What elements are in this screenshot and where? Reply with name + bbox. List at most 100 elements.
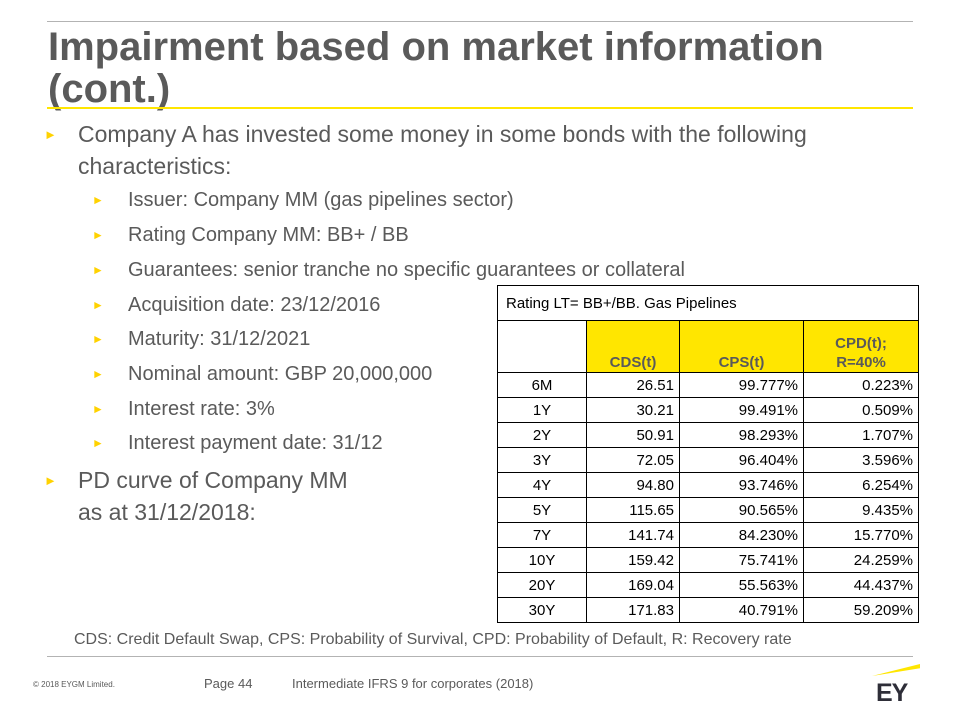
- bullet-intro-text: Company A has invested some money in som…: [78, 121, 807, 179]
- bullet-maturity-text: Maturity: 31/12/2021: [128, 328, 311, 350]
- table-row: 7Y 141.74 84.230% 15.770%: [497, 522, 919, 548]
- bullet-rating-text: Rating Company MM: BB+ / BB: [128, 224, 409, 246]
- header-cds: CDS(t): [586, 320, 680, 373]
- bullet-guarantees-text: Guarantees: senior tranche no specific g…: [128, 259, 685, 281]
- cell-cpd: 3.596%: [803, 447, 919, 473]
- table-title: Rating LT= BB+/BB. Gas Pipelines: [497, 285, 919, 321]
- footer-deck-title: Intermediate IFRS 9 for corporates (2018…: [292, 676, 534, 691]
- table-row: 3Y 72.05 96.404% 3.596%: [497, 447, 919, 473]
- table-row: 2Y 50.91 98.293% 1.707%: [497, 422, 919, 448]
- cell-cds: 141.74: [586, 522, 680, 548]
- title-line-2: (cont.): [48, 67, 171, 111]
- bullet-issuer: ► Issuer: Company MM (gas pipelines sect…: [92, 188, 514, 212]
- bullet-guarantees: ► Guarantees: senior tranche no specific…: [92, 258, 685, 282]
- table-row: 6M 26.51 99.777% 0.223%: [497, 372, 919, 398]
- logo-text: EY: [876, 679, 908, 707]
- cell-tenor: 7Y: [497, 522, 587, 548]
- bullet-acquisition-text: Acquisition date: 23/12/2016: [128, 294, 381, 316]
- cell-cpd: 0.509%: [803, 397, 919, 423]
- cell-cps: 55.563%: [679, 572, 804, 598]
- cell-tenor: 30Y: [497, 597, 587, 623]
- cell-cds: 115.65: [586, 497, 680, 523]
- bullet-nominal-text: Nominal amount: GBP 20,000,000: [128, 363, 433, 385]
- header-cpd: CPD(t); R=40%: [803, 320, 919, 373]
- header-cpd-line-2: R=40%: [836, 354, 886, 371]
- cell-cds: 30.21: [586, 397, 680, 423]
- cell-cps: 98.293%: [679, 422, 804, 448]
- header-cpd-line-1: CPD(t);: [835, 335, 887, 352]
- cell-cpd: 1.707%: [803, 422, 919, 448]
- cell-cds: 159.42: [586, 547, 680, 573]
- bullet-pd-curve-line-1: PD curve of Company MM: [78, 467, 348, 493]
- cell-cpd: 24.259%: [803, 547, 919, 573]
- bullet-interest-rate: ► Interest rate: 3%: [92, 397, 275, 421]
- bullet-arrow-icon: ►: [92, 193, 104, 207]
- title-line-1: Impairment based on market information: [48, 25, 824, 69]
- table-row: 5Y 115.65 90.565% 9.435%: [497, 497, 919, 523]
- table-body: 6M 26.51 99.777% 0.223% 1Y 30.21 99.491%…: [497, 372, 919, 623]
- cell-tenor: 4Y: [497, 472, 587, 498]
- table-row: 20Y 169.04 55.563% 44.437%: [497, 572, 919, 598]
- cell-cpd: 15.770%: [803, 522, 919, 548]
- cell-cds: 50.91: [586, 422, 680, 448]
- bullet-arrow-icon: ►: [92, 402, 104, 416]
- bullet-acquisition: ► Acquisition date: 23/12/2016: [92, 293, 381, 317]
- bullet-interest-rate-text: Interest rate: 3%: [128, 398, 275, 420]
- bullet-maturity: ► Maturity: 31/12/2021: [92, 327, 311, 351]
- bullet-arrow-icon: ►: [92, 436, 104, 450]
- cell-tenor: 20Y: [497, 572, 587, 598]
- title-underline: [47, 107, 913, 109]
- cell-cps: 40.791%: [679, 597, 804, 623]
- bullet-arrow-icon: ►: [44, 127, 57, 142]
- cell-cds: 94.80: [586, 472, 680, 498]
- pd-curve-table: Rating LT= BB+/BB. Gas Pipelines CDS(t) …: [497, 285, 919, 623]
- bullet-arrow-icon: ►: [92, 367, 104, 381]
- ey-logo: EY: [862, 664, 920, 710]
- top-divider: [47, 21, 913, 22]
- bullet-pd-curve-line-2: as at 31/12/2018:: [78, 499, 256, 525]
- bullet-nominal: ► Nominal amount: GBP 20,000,000: [92, 362, 433, 386]
- header-tenor-blank: [497, 320, 587, 373]
- bullet-arrow-icon: ►: [44, 473, 57, 488]
- table-row: 1Y 30.21 99.491% 0.509%: [497, 397, 919, 423]
- cell-cpd: 0.223%: [803, 372, 919, 398]
- cell-tenor: 1Y: [497, 397, 587, 423]
- cell-tenor: 5Y: [497, 497, 587, 523]
- cell-cps: 99.777%: [679, 372, 804, 398]
- table-row: 30Y 171.83 40.791% 59.209%: [497, 597, 919, 623]
- cell-cps: 93.746%: [679, 472, 804, 498]
- cell-cpd: 44.437%: [803, 572, 919, 598]
- slide-title: Impairment based on market information (…: [48, 26, 918, 110]
- cell-cds: 26.51: [586, 372, 680, 398]
- cell-tenor: 10Y: [497, 547, 587, 573]
- bullet-intro: ► Company A has invested some money in s…: [44, 118, 938, 182]
- page-number: Page 44: [204, 676, 253, 691]
- cell-cps: 96.404%: [679, 447, 804, 473]
- cell-tenor: 3Y: [497, 447, 587, 473]
- bullet-interest-payment-text: Interest payment date: 31/12: [128, 432, 383, 454]
- header-cps: CPS(t): [679, 320, 804, 373]
- bullet-interest-payment: ► Interest payment date: 31/12: [92, 431, 383, 455]
- cell-cds: 171.83: [586, 597, 680, 623]
- table-row: 4Y 94.80 93.746% 6.254%: [497, 472, 919, 498]
- cell-cps: 84.230%: [679, 522, 804, 548]
- logo-beam-icon: [872, 664, 920, 676]
- bullet-issuer-text: Issuer: Company MM (gas pipelines sector…: [128, 189, 514, 211]
- cell-cpd: 9.435%: [803, 497, 919, 523]
- bullet-pd-curve: ► PD curve of Company MM as at 31/12/201…: [44, 464, 478, 528]
- cell-cds: 72.05: [586, 447, 680, 473]
- bullet-rating: ► Rating Company MM: BB+ / BB: [92, 223, 409, 247]
- cell-cpd: 6.254%: [803, 472, 919, 498]
- bullet-arrow-icon: ►: [92, 263, 104, 277]
- bullet-arrow-icon: ►: [92, 332, 104, 346]
- cell-cps: 99.491%: [679, 397, 804, 423]
- cell-cds: 169.04: [586, 572, 680, 598]
- cell-tenor: 2Y: [497, 422, 587, 448]
- cell-cps: 75.741%: [679, 547, 804, 573]
- copyright-notice: © 2018 EYGM Limited.: [33, 680, 115, 689]
- footer-divider: [47, 656, 913, 657]
- bullet-arrow-icon: ►: [92, 228, 104, 242]
- cell-cpd: 59.209%: [803, 597, 919, 623]
- cell-tenor: 6M: [497, 372, 587, 398]
- table-footnote: CDS: Credit Default Swap, CPS: Probabili…: [74, 631, 792, 648]
